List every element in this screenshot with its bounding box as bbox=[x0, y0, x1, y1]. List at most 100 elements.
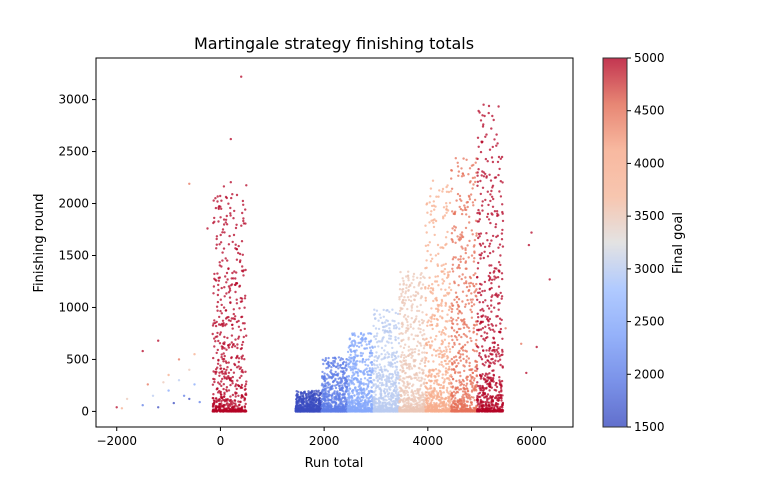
data-point bbox=[438, 346, 441, 350]
data-point bbox=[461, 409, 464, 412]
data-point bbox=[457, 174, 460, 177]
data-point bbox=[404, 371, 407, 375]
data-point bbox=[410, 309, 413, 312]
data-point bbox=[443, 338, 447, 341]
data-point bbox=[370, 386, 373, 389]
data-point bbox=[476, 220, 479, 223]
data-point bbox=[432, 299, 435, 303]
data-point bbox=[394, 402, 398, 405]
data-point bbox=[385, 319, 388, 322]
data-point bbox=[301, 394, 305, 397]
data-point bbox=[424, 244, 428, 247]
data-point bbox=[381, 401, 385, 404]
data-point bbox=[146, 383, 149, 386]
data-point bbox=[442, 384, 445, 388]
data-point bbox=[460, 277, 463, 281]
data-point bbox=[432, 348, 436, 351]
data-point bbox=[385, 368, 388, 371]
data-point bbox=[406, 296, 410, 299]
data-point bbox=[465, 285, 469, 289]
data-point bbox=[413, 365, 416, 368]
data-point bbox=[481, 242, 485, 245]
data-point bbox=[373, 379, 376, 382]
data-point bbox=[421, 283, 425, 286]
data-point bbox=[317, 407, 321, 410]
data-point bbox=[469, 276, 472, 280]
data-point bbox=[433, 382, 436, 385]
data-point bbox=[472, 327, 475, 330]
data-point bbox=[455, 199, 458, 202]
data-point bbox=[404, 362, 407, 365]
data-point bbox=[450, 397, 453, 400]
data-point bbox=[378, 401, 381, 404]
data-point bbox=[463, 305, 467, 308]
data-point bbox=[466, 341, 469, 344]
data-point bbox=[307, 403, 311, 406]
data-point bbox=[346, 396, 349, 400]
data-point bbox=[369, 395, 372, 399]
data-point bbox=[413, 398, 416, 401]
data-point bbox=[463, 388, 467, 391]
data-point bbox=[433, 208, 436, 211]
data-point bbox=[458, 205, 461, 209]
data-point bbox=[467, 289, 470, 293]
data-point bbox=[453, 371, 457, 375]
data-point bbox=[432, 221, 435, 224]
data-point bbox=[473, 388, 476, 391]
data-point bbox=[495, 348, 498, 352]
data-point bbox=[329, 406, 333, 409]
data-point bbox=[449, 400, 452, 403]
data-point bbox=[355, 406, 358, 409]
data-point bbox=[349, 381, 353, 384]
data-point bbox=[366, 386, 369, 389]
data-point bbox=[296, 394, 299, 398]
data-point bbox=[359, 351, 363, 355]
data-point bbox=[492, 345, 496, 349]
data-point bbox=[421, 351, 424, 354]
data-point bbox=[385, 402, 388, 405]
data-point bbox=[418, 367, 421, 370]
data-point bbox=[451, 263, 455, 266]
data-point bbox=[406, 324, 409, 327]
data-point bbox=[431, 257, 434, 260]
data-point bbox=[356, 400, 359, 403]
data-point bbox=[400, 339, 403, 343]
data-point bbox=[496, 214, 499, 218]
data-point bbox=[319, 393, 322, 396]
data-point bbox=[419, 287, 423, 290]
data-point bbox=[426, 211, 429, 214]
data-point bbox=[436, 392, 439, 395]
data-point bbox=[323, 398, 326, 401]
data-point bbox=[415, 344, 419, 348]
data-point bbox=[357, 345, 361, 349]
data-point bbox=[421, 371, 425, 375]
data-point bbox=[468, 364, 471, 368]
data-point bbox=[388, 327, 391, 330]
data-point bbox=[394, 311, 397, 315]
data-point bbox=[412, 275, 415, 278]
data-point bbox=[411, 354, 414, 358]
data-point bbox=[341, 396, 344, 400]
data-point bbox=[474, 342, 477, 346]
data-point bbox=[349, 387, 352, 391]
data-point bbox=[359, 378, 363, 381]
data-point bbox=[383, 395, 386, 398]
data-point bbox=[376, 406, 379, 409]
data-point bbox=[437, 353, 440, 356]
data-point bbox=[457, 334, 461, 337]
data-point bbox=[449, 190, 453, 193]
data-point bbox=[391, 319, 394, 322]
data-point bbox=[359, 331, 363, 335]
data-point bbox=[364, 340, 367, 343]
data-point bbox=[429, 195, 432, 198]
data-point bbox=[407, 298, 411, 302]
data-point bbox=[402, 359, 405, 362]
data-point bbox=[342, 390, 345, 393]
data-point bbox=[359, 410, 362, 413]
data-point bbox=[346, 388, 349, 391]
data-point bbox=[378, 354, 381, 358]
data-point bbox=[448, 378, 451, 382]
data-point bbox=[442, 410, 446, 413]
data-point bbox=[313, 390, 316, 393]
data-point bbox=[428, 397, 431, 400]
